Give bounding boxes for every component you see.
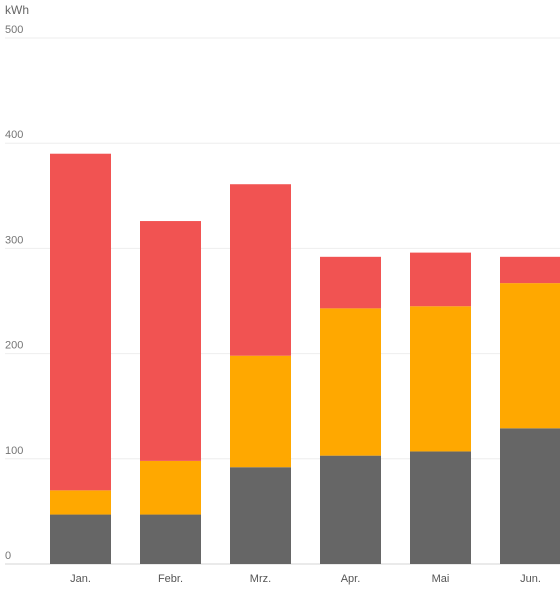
y-axis-unit-label: kWh [5, 3, 29, 17]
x-tick-label-jun: Jun. [520, 573, 541, 585]
bar-apr-segment-2 [320, 308, 381, 456]
bar-jun-segment-2 [500, 283, 560, 429]
y-tick-labels: 0 100 200 300 400 500 [5, 24, 23, 562]
x-tick-label-febr: Febr. [158, 573, 183, 585]
bar-apr-segment-3 [320, 256, 381, 309]
y-tick-label-0: 0 [5, 550, 11, 562]
bar-jun-segment-3 [500, 256, 560, 284]
bar-febr-segment-3 [140, 221, 201, 461]
bar-jan-segment-1 [50, 514, 111, 564]
bar-mrz-segment-2 [230, 355, 291, 468]
bar-jan-segment-2 [50, 490, 111, 515]
bar-mrz-segment-1 [230, 467, 291, 564]
bar-febr-segment-1 [140, 514, 201, 564]
bars [50, 153, 560, 564]
y-tick-label-400: 400 [5, 129, 23, 141]
x-tick-label-mrz: Mrz. [250, 573, 271, 585]
bar-jan-segment-3 [50, 153, 111, 491]
y-tick-label-100: 100 [5, 445, 23, 457]
bar-apr-segment-1 [320, 455, 381, 564]
y-tick-label-200: 200 [5, 340, 23, 352]
y-tick-label-300: 300 [5, 234, 23, 246]
x-tick-label-jan: Jan. [70, 573, 91, 585]
y-tick-label-500: 500 [5, 24, 23, 36]
bar-mai-segment-2 [410, 306, 471, 452]
bar-febr-segment-2 [140, 460, 201, 515]
x-tick-labels: Jan. Febr. Mrz. Apr. Mai Jun. [70, 573, 541, 585]
bar-mai-segment-3 [410, 252, 471, 307]
bar-jun-segment-1 [500, 428, 560, 564]
bar-mrz-segment-3 [230, 184, 291, 356]
x-tick-label-apr: Apr. [341, 573, 361, 585]
bar-mai-segment-1 [410, 451, 471, 564]
x-tick-label-mai: Mai [432, 573, 450, 585]
